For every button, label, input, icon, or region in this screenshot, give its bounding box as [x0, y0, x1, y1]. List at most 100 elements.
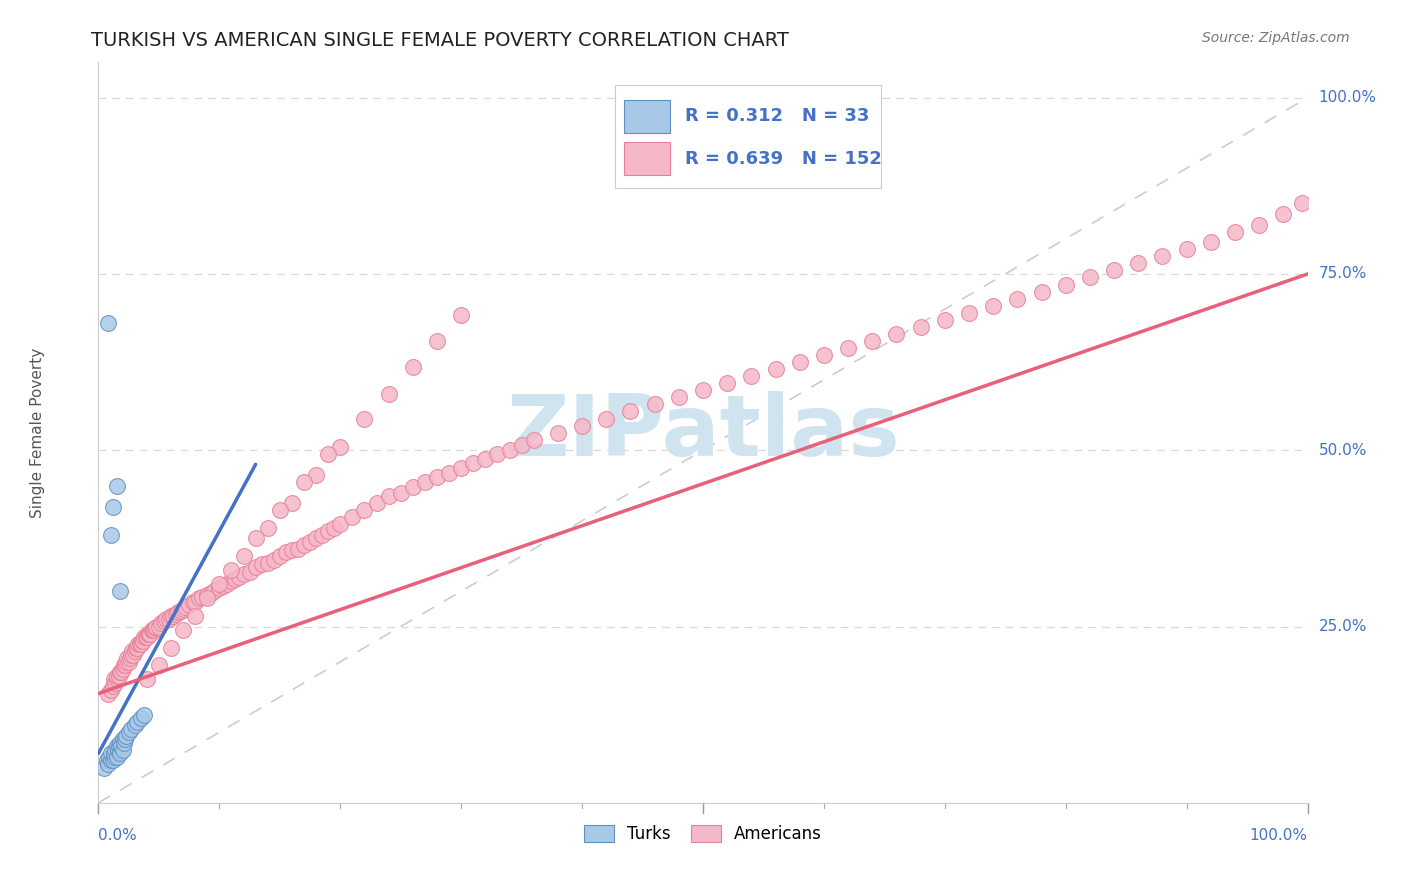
- Point: [224, 572, 246, 586]
- Point: [160, 640, 183, 655]
- Point: [208, 577, 231, 591]
- Point: [103, 747, 125, 761]
- Point: [100, 754, 122, 768]
- Legend: Turks, Americans: Turks, Americans: [578, 819, 828, 850]
- Point: [150, 615, 173, 630]
- Point: [1249, 218, 1271, 232]
- Point: [263, 552, 285, 566]
- Point: [311, 528, 333, 542]
- Point: [103, 673, 125, 687]
- Point: [274, 545, 297, 559]
- Point: [250, 558, 273, 572]
- Point: [108, 669, 131, 683]
- Point: [765, 362, 787, 376]
- Point: [1102, 263, 1125, 277]
- Point: [1291, 196, 1313, 211]
- Point: [101, 754, 124, 768]
- Text: TURKISH VS AMERICAN SINGLE FEMALE POVERTY CORRELATION CHART: TURKISH VS AMERICAN SINGLE FEMALE POVERT…: [91, 31, 789, 50]
- Point: [172, 623, 194, 637]
- Point: [135, 630, 157, 644]
- Point: [426, 334, 449, 348]
- Point: [256, 556, 278, 570]
- Text: 100.0%: 100.0%: [1250, 828, 1308, 843]
- Point: [141, 623, 163, 637]
- Point: [860, 334, 883, 348]
- Point: [120, 648, 142, 662]
- Point: [353, 411, 375, 425]
- Point: [1175, 242, 1198, 256]
- Point: [97, 686, 120, 700]
- Point: [232, 549, 254, 563]
- FancyBboxPatch shape: [614, 85, 880, 188]
- Point: [305, 532, 328, 546]
- Point: [886, 326, 908, 341]
- Point: [644, 397, 666, 411]
- Point: [256, 521, 278, 535]
- Point: [239, 565, 262, 579]
- Point: [121, 644, 143, 658]
- Point: [100, 683, 122, 698]
- Point: [97, 316, 120, 330]
- Point: [104, 676, 127, 690]
- Point: [108, 739, 131, 754]
- Point: [135, 630, 157, 644]
- Point: [115, 655, 138, 669]
- Text: 0.0%: 0.0%: [98, 828, 138, 843]
- Point: [135, 673, 157, 687]
- Point: [104, 743, 127, 757]
- Point: [114, 658, 136, 673]
- Point: [155, 612, 177, 626]
- Point: [595, 411, 617, 425]
- Point: [1054, 277, 1077, 292]
- Point: [100, 747, 122, 761]
- Point: [377, 489, 399, 503]
- Point: [221, 563, 243, 577]
- Point: [167, 606, 190, 620]
- Point: [139, 626, 162, 640]
- Point: [118, 725, 141, 739]
- Point: [474, 451, 496, 466]
- Point: [184, 595, 207, 609]
- Point: [195, 591, 218, 606]
- Point: [450, 461, 472, 475]
- Point: [184, 609, 207, 624]
- Text: 25.0%: 25.0%: [1319, 619, 1367, 634]
- Point: [329, 440, 352, 454]
- Point: [510, 437, 533, 451]
- Point: [377, 387, 399, 401]
- Point: [105, 750, 128, 764]
- Point: [124, 718, 146, 732]
- Point: [111, 743, 134, 757]
- Point: [463, 456, 485, 470]
- Point: [96, 754, 118, 768]
- Point: [174, 599, 197, 614]
- Point: [103, 750, 125, 764]
- Point: [124, 644, 146, 658]
- Point: [245, 532, 267, 546]
- Point: [269, 549, 291, 563]
- Point: [143, 621, 166, 635]
- Point: [232, 566, 254, 581]
- Text: R = 0.312   N = 33: R = 0.312 N = 33: [685, 108, 869, 126]
- Point: [1199, 235, 1222, 250]
- Point: [934, 313, 956, 327]
- Point: [212, 579, 235, 593]
- Text: 75.0%: 75.0%: [1319, 267, 1367, 282]
- Point: [129, 637, 152, 651]
- Point: [112, 736, 135, 750]
- Point: [128, 637, 150, 651]
- Point: [716, 376, 738, 391]
- Point: [191, 590, 214, 604]
- Point: [195, 588, 218, 602]
- Point: [523, 433, 546, 447]
- Point: [571, 418, 593, 433]
- Point: [486, 447, 509, 461]
- Point: [114, 732, 136, 747]
- Point: [162, 609, 184, 624]
- Point: [547, 425, 569, 440]
- Point: [1078, 270, 1101, 285]
- Point: [136, 626, 159, 640]
- Point: [112, 658, 135, 673]
- Point: [165, 607, 187, 621]
- Point: [292, 538, 315, 552]
